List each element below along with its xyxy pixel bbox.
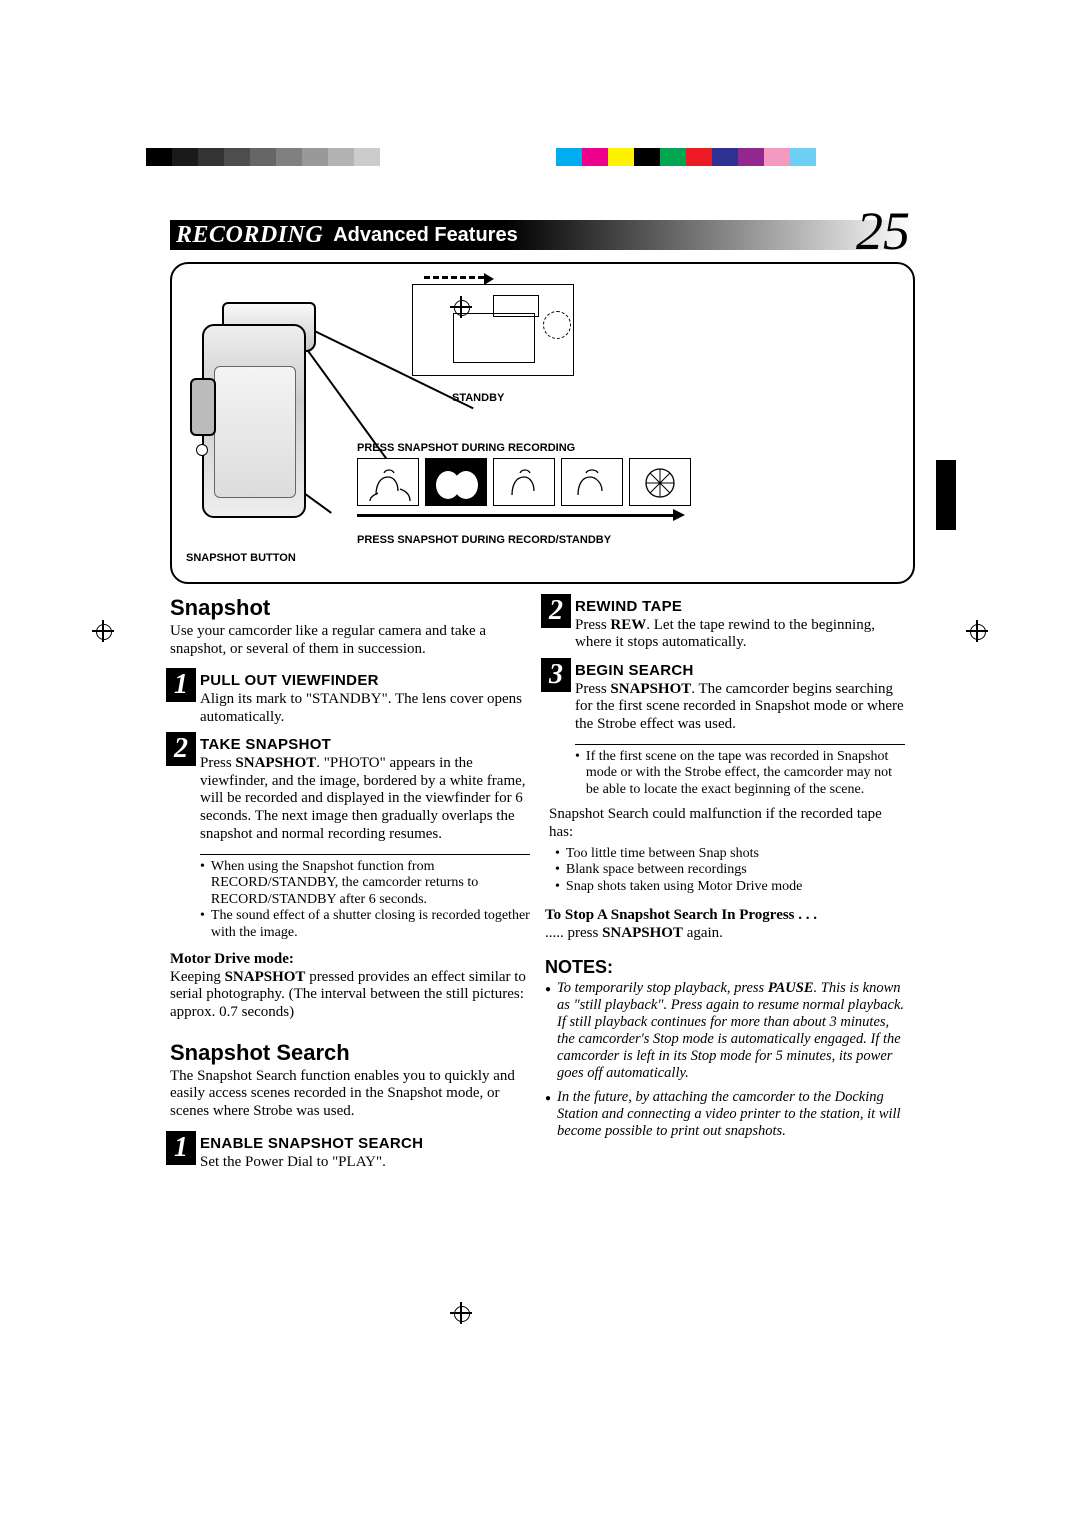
film-frame [561, 458, 623, 506]
step-number-icon: 2 [166, 732, 196, 766]
motor-drive-heading: Motor Drive mode: [170, 951, 530, 969]
snapshot-button-label: SNAPSHOT BUTTON [186, 552, 296, 564]
step-3-begin-search: 3 BEGIN SEARCH Press SNAPSHOT. The camco… [545, 662, 905, 734]
notes-heading: NOTES: [545, 957, 905, 978]
section-header-bar: RECORDING Advanced Features [170, 220, 915, 250]
press-during-recording-label: PRESS SNAPSHOT DURING RECORDING [357, 442, 575, 454]
snapshot-diagram: STANDBY SNAPSHOT BUTTON PRESS SNAPSHOT D… [170, 262, 915, 584]
bullet-item: The sound effect of a shutter closing is… [200, 908, 530, 941]
swatch [146, 148, 172, 166]
swatch [224, 148, 250, 166]
swatch [250, 148, 276, 166]
step-2-take-snapshot: 2 TAKE SNAPSHOT Press SNAPSHOT. "PHOTO" … [170, 736, 530, 843]
swatch [660, 148, 686, 166]
swatch [790, 148, 816, 166]
snapshot-search-intro: The Snapshot Search function enables you… [170, 1068, 530, 1121]
section-title: RECORDING [170, 222, 323, 249]
registration-mark-right [966, 620, 988, 642]
film-frame [629, 458, 691, 506]
swatch [302, 148, 328, 166]
step-number-icon: 3 [541, 658, 571, 692]
color-swatches [556, 148, 816, 166]
swatch [686, 148, 712, 166]
registration-mark-bottom [450, 1302, 472, 1324]
viewfinder-detail [412, 284, 574, 376]
swatch [198, 148, 224, 166]
film-frame-dark [425, 458, 487, 506]
press-during-standby-label: PRESS SNAPSHOT DURING RECORD/STANDBY [357, 534, 611, 546]
swatch [354, 148, 380, 166]
motor-drive-section: Motor Drive mode: Keeping SNAPSHOT press… [170, 951, 530, 1022]
stop-search-heading: To Stop A Snapshot Search In Progress . … [545, 907, 905, 925]
swatch [764, 148, 790, 166]
snapshot-heading: Snapshot [170, 595, 530, 621]
bullet-item: When using the Snapshot function from RE… [200, 859, 530, 909]
manual-page: RECORDING Advanced Features 25 STANDBY S… [0, 0, 1080, 1528]
right-column: 2 REWIND TAPE Press REW. Let the tape re… [545, 598, 905, 1146]
swatch [328, 148, 354, 166]
swatch [608, 148, 634, 166]
stop-search-body: ..... press SNAPSHOT again. [545, 925, 905, 943]
malfunction-list: Too little time between Snap shots Blank… [555, 846, 905, 896]
print-calibration-row [0, 148, 1080, 174]
step-2-notes: When using the Snapshot function from RE… [200, 854, 530, 942]
step-title: PULL OUT VIEWFINDER [200, 672, 379, 689]
step-body: Set the Power Dial to "PLAY". [200, 1154, 530, 1172]
left-column: Snapshot Use your camcorder like a regul… [170, 595, 530, 1181]
note-item: To temporarily stop playback, press PAUS… [545, 980, 905, 1083]
step-title: TAKE SNAPSHOT [200, 736, 331, 753]
swatch [556, 148, 582, 166]
bullet-item: Too little time between Snap shots [555, 846, 905, 863]
step-3-notes: If the first scene on the tape was recor… [575, 744, 905, 799]
step-number-icon: 2 [541, 594, 571, 628]
bullet-item: Snap shots taken using Motor Drive mode [555, 879, 905, 896]
step-1-pull-out-viewfinder: 1 PULL OUT VIEWFINDER Align its mark to … [170, 672, 530, 726]
step-2-rewind-tape: 2 REWIND TAPE Press REW. Let the tape re… [545, 598, 905, 652]
grayscale-swatches [146, 148, 406, 166]
swatch [276, 148, 302, 166]
step-title: ENABLE SNAPSHOT SEARCH [200, 1135, 423, 1152]
edge-tab [936, 460, 956, 530]
swatch [582, 148, 608, 166]
film-frame [493, 458, 555, 506]
step-body: Press REW. Let the tape rewind to the be… [575, 617, 905, 652]
swatch [380, 148, 406, 166]
swatch [172, 148, 198, 166]
step-number-icon: 1 [166, 1131, 196, 1165]
swatch [738, 148, 764, 166]
page-number: 25 [856, 200, 910, 262]
registration-mark-left [92, 620, 114, 642]
bullet-item: Blank space between recordings [555, 862, 905, 879]
bullet-item: If the first scene on the tape was recor… [575, 749, 905, 799]
step-1-enable-search: 1 ENABLE SNAPSHOT SEARCH Set the Power D… [170, 1135, 530, 1171]
step-body: Press SNAPSHOT. "PHOTO" appears in the v… [200, 755, 530, 843]
snapshot-search-heading: Snapshot Search [170, 1040, 530, 1066]
snapshot-intro: Use your camcorder like a regular camera… [170, 623, 530, 658]
notes-list: To temporarily stop playback, press PAUS… [545, 980, 905, 1140]
step-title: BEGIN SEARCH [575, 662, 694, 679]
camcorder-illustration [202, 324, 306, 518]
film-frame [357, 458, 419, 506]
pullout-arrow-icon [424, 276, 484, 279]
swatch [634, 148, 660, 166]
step-body: Align its mark to "STANDBY". The lens co… [200, 691, 530, 726]
swatch [712, 148, 738, 166]
motor-drive-body: Keeping SNAPSHOT pressed provides an eff… [170, 969, 530, 1022]
step-body: Press SNAPSHOT. The camcorder begins sea… [575, 681, 905, 734]
section-subtitle: Advanced Features [333, 224, 518, 247]
step-title: REWIND TAPE [575, 598, 682, 615]
filmstrip-recording [357, 458, 691, 506]
malfunction-intro: Snapshot Search could malfunction if the… [549, 806, 905, 841]
snapshot-button-icon [196, 444, 208, 456]
note-item: In the future, by attaching the camcorde… [545, 1089, 905, 1140]
step-number-icon: 1 [166, 668, 196, 702]
